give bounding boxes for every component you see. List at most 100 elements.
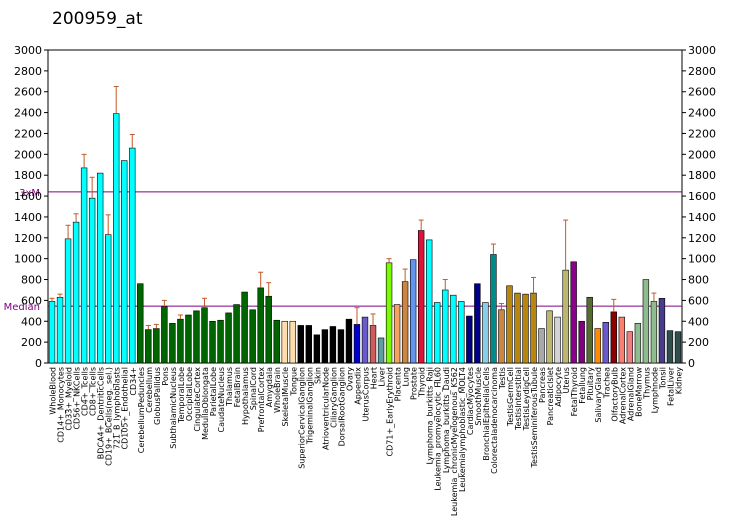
category-label: TrigeminalGanglion: [305, 367, 314, 445]
category-label: Fetallung: [578, 367, 587, 404]
y-tick-label-right: 1600: [688, 190, 716, 203]
category-label: Pituitary: [586, 367, 595, 401]
category-label: FetalBrain: [233, 367, 242, 407]
y-tick-label-left: 3000: [14, 44, 42, 57]
category-label: TestisSeminiferousTubule: [530, 367, 539, 469]
bar: [225, 312, 232, 364]
bar: [618, 316, 625, 364]
bar: [353, 324, 361, 364]
bar: [466, 315, 473, 364]
category-label: Amygdala: [265, 367, 274, 407]
bar: [594, 328, 601, 364]
category-label: AdrenalCortex: [618, 367, 627, 424]
bar: [129, 147, 136, 364]
y-tick-label-left: 1200: [14, 232, 42, 245]
bar: [538, 328, 545, 364]
bar: [265, 295, 272, 364]
category-label: Lymphoma_burkitts_Daudi: [442, 367, 451, 473]
category-label: OlfactoryBulb: [610, 367, 619, 422]
category-label: Pancreas: [538, 367, 547, 403]
category-label: Ovary: [345, 367, 354, 391]
y-tick-label-left: 400: [21, 315, 42, 328]
bar: [161, 306, 168, 364]
category-label: WholeBrain: [273, 367, 282, 413]
bar: [233, 304, 240, 364]
category-label: CaudateNucleus: [217, 367, 226, 432]
category-label: PancreaticIslet: [546, 367, 555, 425]
category-label: Thalamus: [225, 367, 234, 407]
reference-line-label: Median: [4, 302, 40, 313]
bar: [321, 329, 329, 364]
category-label: CD19+_BCells(neg._sel.): [105, 367, 114, 466]
category-label: CardiacMyocytes: [466, 367, 475, 435]
category-label: Liver: [378, 366, 387, 386]
bar: [361, 316, 369, 364]
category-label: CD56+_NKCells: [73, 367, 82, 430]
bar: [64, 238, 72, 364]
bar: [546, 310, 553, 364]
category-label: BDCA4+_DentriticCells: [97, 367, 106, 459]
category-label: AtrioventricularNode: [321, 367, 330, 450]
category-label: TestisInterstitial: [514, 367, 523, 431]
category-label: Trachea: [602, 367, 611, 399]
category-label: Tongue: [289, 367, 298, 397]
y-tick-label-left: 2400: [14, 107, 42, 120]
y-tick-label-right: 1000: [688, 253, 716, 266]
bar: [281, 320, 288, 364]
y-tick-label-left: 1400: [14, 211, 42, 224]
category-label: Leukemia_promyelocytic_HL60: [434, 367, 443, 491]
category-label: 721_B_lymphoblasts: [113, 367, 122, 449]
bar: [570, 261, 577, 364]
category-label: Lymphnode: [650, 367, 659, 413]
category-label: Thyroid: [418, 367, 427, 398]
category-label: TestisGermCell: [506, 367, 515, 427]
bar: [393, 304, 401, 364]
category-label: GlobusPallidus: [153, 367, 162, 425]
category-label: TemporalLobe: [177, 367, 186, 424]
y-tick-label-right: 2200: [688, 127, 716, 140]
category-label: CerebellumPeduncles: [137, 367, 146, 453]
bar: [153, 328, 160, 364]
y-tick-label-right: 2000: [688, 148, 716, 161]
reference-line-label: 3xM: [19, 188, 40, 199]
bar: [185, 314, 192, 364]
bar: [297, 325, 304, 364]
bar: [217, 319, 224, 364]
category-label: SkeletalMuscle: [281, 367, 290, 427]
bar: [72, 221, 80, 364]
category-label: FetalLiver: [666, 366, 675, 406]
bar: [490, 254, 497, 364]
category-label: WholeBlood: [49, 367, 58, 415]
category-label: SubthalamicNucleus: [169, 367, 178, 449]
bar: [634, 323, 642, 364]
category-label: Prostate: [410, 367, 419, 400]
category-label: CD14+_Monocytes: [57, 367, 66, 443]
y-tick-label-left: 1600: [14, 190, 42, 203]
category-label: CingulateCortex: [193, 367, 202, 432]
error-bars: [49, 86, 657, 330]
bar: [522, 293, 529, 364]
category-label: CD105+_Endothelial: [121, 367, 130, 450]
chart-title: 200959_at: [52, 9, 143, 29]
bar: [434, 302, 441, 364]
category-label: SuperiorCervicalGanglion: [297, 367, 306, 469]
category-label: Skin: [313, 367, 322, 384]
bar: [498, 309, 505, 364]
bar: [642, 279, 650, 364]
bar: [113, 113, 120, 364]
y-tick-label-right: 2400: [688, 107, 716, 120]
category-label: Testis: [498, 367, 507, 390]
category-label: BoneMarrow: [634, 367, 643, 417]
category-label: Appendix: [353, 367, 362, 405]
category-label: SalivaryGland: [594, 367, 603, 423]
bar: [426, 239, 433, 364]
category-label: CD71+_EarlyErythroid: [386, 367, 395, 456]
category-label: SpinalCord: [249, 367, 258, 410]
category-label: CD34+: [129, 367, 138, 396]
bar: [530, 292, 537, 364]
category-label: Colorectaladenocarcinoma: [490, 367, 499, 474]
bar: [345, 318, 353, 364]
bar: [586, 296, 593, 364]
bar: [474, 283, 481, 364]
category-label: Lung: [402, 367, 411, 387]
